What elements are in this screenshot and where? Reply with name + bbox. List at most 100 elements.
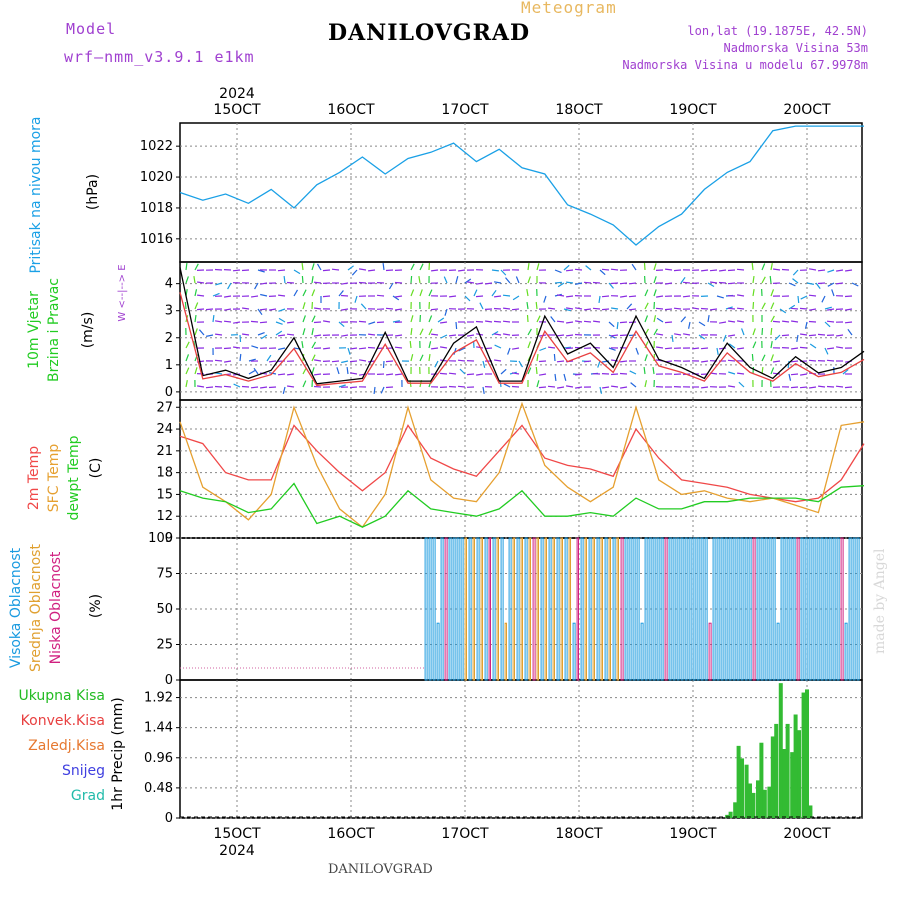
wind-arrow bbox=[349, 360, 358, 363]
wind-arrow bbox=[628, 321, 637, 324]
wind-arrow bbox=[395, 295, 403, 298]
wind-arrow bbox=[593, 320, 601, 323]
cloud-bar bbox=[708, 622, 712, 681]
wind-arrow bbox=[527, 367, 532, 375]
wind-arrow bbox=[583, 320, 592, 323]
wind-arrow bbox=[410, 354, 414, 362]
wind-arrow bbox=[197, 385, 205, 388]
precip-legend-4: Grad bbox=[71, 788, 105, 804]
wind-arrow bbox=[653, 315, 657, 323]
wind-arrow bbox=[727, 282, 736, 285]
cloud-bar bbox=[580, 537, 584, 681]
cloud-bar bbox=[572, 622, 576, 681]
cloud-bar bbox=[444, 537, 448, 681]
wind-arrow bbox=[311, 367, 315, 375]
wind-arrow bbox=[493, 307, 502, 310]
wind-arrow bbox=[751, 353, 754, 362]
ytick-label-wind: 4 bbox=[165, 277, 173, 292]
wind-arrow bbox=[761, 263, 766, 271]
footer-station: DANILOVGRAD bbox=[328, 862, 433, 877]
wind-arrow bbox=[543, 295, 547, 303]
wind-arrow bbox=[824, 321, 831, 328]
wind-arrow bbox=[538, 373, 547, 376]
panel-frame-pressure bbox=[179, 122, 863, 263]
precip-bar bbox=[740, 758, 745, 818]
cloud-bar bbox=[608, 537, 611, 681]
precip-bar bbox=[774, 723, 779, 818]
wind-arrow bbox=[611, 307, 619, 310]
wind-arrow bbox=[466, 373, 475, 376]
wind-arrow bbox=[193, 276, 196, 284]
wind-arrow bbox=[341, 360, 349, 364]
cloud-bar bbox=[724, 537, 728, 681]
wind-arrow bbox=[511, 372, 520, 375]
temp-ylabel-1: 2m Temp bbox=[26, 446, 42, 510]
wind-arrow bbox=[336, 367, 340, 375]
wind-arrow bbox=[601, 295, 610, 298]
wind-arrow bbox=[394, 346, 403, 349]
cloud-bar bbox=[760, 537, 764, 681]
wind-arrow bbox=[817, 333, 826, 336]
wind-arrow bbox=[700, 307, 709, 310]
wind-arrow bbox=[241, 385, 250, 388]
x-top-label: 16OCT bbox=[327, 102, 375, 118]
wind-arrow bbox=[566, 385, 574, 388]
cloud-bar bbox=[528, 537, 531, 681]
wind-arrow bbox=[601, 268, 610, 271]
wind-arrow bbox=[494, 333, 502, 336]
wind-arrow bbox=[842, 368, 849, 375]
wind-arrow bbox=[511, 347, 520, 350]
wind-arrow bbox=[395, 334, 403, 337]
cloud-bar bbox=[804, 537, 808, 681]
pressure-line bbox=[179, 125, 864, 246]
ytick-label-pressure: 1016 bbox=[140, 232, 173, 247]
wind-arrow bbox=[644, 341, 649, 349]
wind-arrow bbox=[194, 302, 199, 310]
wind-arrow bbox=[232, 269, 241, 272]
wind-arrow bbox=[630, 382, 637, 388]
precip-bar bbox=[782, 749, 787, 818]
precip-bar bbox=[728, 811, 733, 818]
wind-arrow bbox=[845, 269, 853, 272]
wind-arrow bbox=[205, 308, 214, 311]
cloud-bar bbox=[476, 537, 480, 681]
wind-arrow bbox=[526, 314, 529, 323]
ytick-label-wind: 3 bbox=[165, 304, 173, 319]
wind-arrow bbox=[198, 329, 205, 336]
wind-arrow bbox=[770, 302, 775, 310]
wind-arrow bbox=[269, 308, 277, 311]
wind-arrow bbox=[511, 308, 520, 311]
wind-arrow bbox=[788, 282, 796, 287]
wind-arrow bbox=[241, 269, 250, 272]
wind-arrow bbox=[737, 294, 745, 297]
wind-arrow bbox=[710, 308, 718, 311]
wind-arrow bbox=[808, 308, 817, 311]
wind-arrow bbox=[494, 295, 502, 298]
temp-ylabel-3: dewpt Temp bbox=[66, 435, 82, 520]
wind-arrow bbox=[502, 294, 511, 297]
wind-arrow bbox=[728, 385, 736, 388]
wind-arrow bbox=[278, 347, 286, 351]
wind-arrow bbox=[476, 373, 484, 376]
wind-arrow bbox=[741, 328, 745, 336]
wind-arrow bbox=[428, 289, 433, 297]
wind-arrow bbox=[800, 295, 808, 300]
wind-arrow bbox=[527, 263, 530, 271]
cloud-bar bbox=[828, 537, 832, 681]
wind-arrow bbox=[350, 347, 358, 350]
wind-arrow bbox=[584, 308, 592, 311]
wind-arrow bbox=[260, 293, 268, 297]
wind-arrow bbox=[322, 269, 331, 272]
wind-arrow bbox=[602, 386, 610, 389]
wind-arrow bbox=[761, 354, 766, 362]
wind-arrow bbox=[799, 386, 808, 389]
wind-arrow bbox=[836, 269, 844, 272]
precip-bar bbox=[744, 764, 749, 818]
wind-arrow bbox=[844, 295, 853, 298]
precip-bar bbox=[733, 802, 738, 818]
wind-speed-line bbox=[179, 267, 865, 385]
wind-arrow bbox=[728, 334, 736, 337]
wind-arrow bbox=[566, 321, 574, 324]
precip-ylabel: 1hr Precip (mm) bbox=[110, 697, 126, 810]
wind-arrow bbox=[548, 307, 556, 310]
